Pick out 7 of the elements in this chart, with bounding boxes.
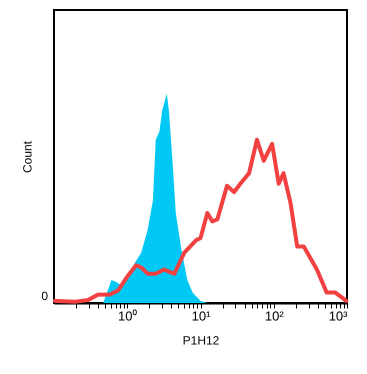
x-tick-label: 10¹ xyxy=(192,308,212,324)
x-axis-title: P1H12 xyxy=(182,334,220,348)
x-tick-label: 10³ xyxy=(328,308,348,324)
y-axis-title: Count xyxy=(20,140,34,174)
x-tick-label: 10⁰ xyxy=(118,308,138,324)
x-tick-label: 10² xyxy=(264,308,284,324)
text: 0 xyxy=(41,289,48,303)
